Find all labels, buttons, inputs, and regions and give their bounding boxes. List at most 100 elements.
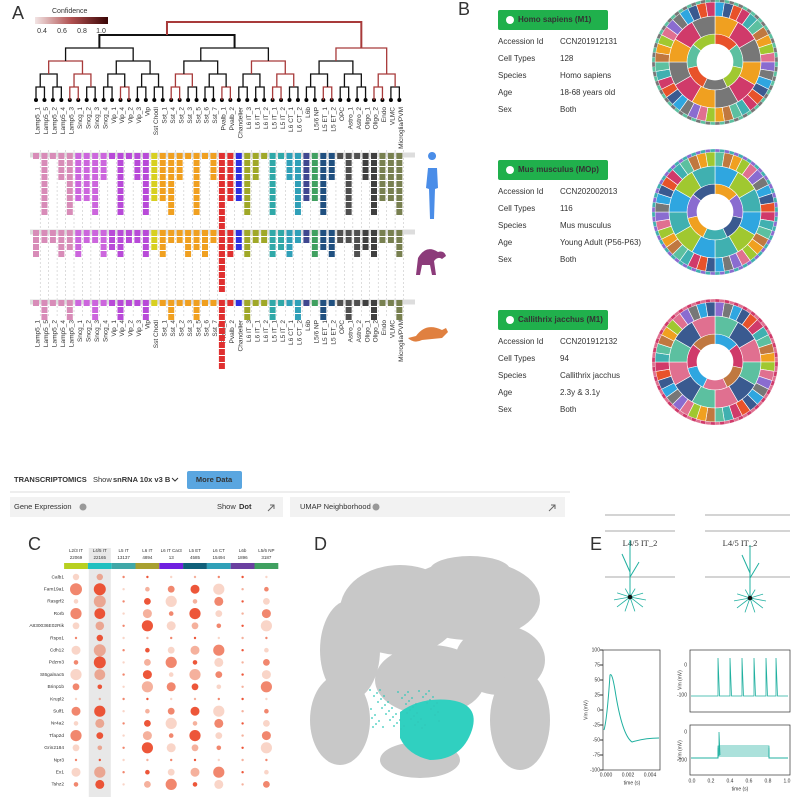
cluster-square — [117, 195, 124, 201]
cluster-square — [261, 300, 268, 306]
cluster-square — [303, 160, 310, 166]
cluster-square — [379, 174, 386, 180]
cluster-square — [396, 188, 403, 194]
dropdown-caret[interactable] — [171, 477, 179, 482]
leaf-label: Lamp5_5 — [43, 107, 50, 134]
umap-cell — [391, 707, 393, 709]
cluster-square — [193, 188, 200, 194]
cluster-square — [117, 202, 124, 208]
cluster-square — [83, 195, 90, 201]
panel-title: UMAP Neighborhood — [300, 502, 371, 511]
expression-dot — [265, 758, 268, 762]
field-value: Callithrix jacchus — [560, 371, 620, 380]
field-label: Age — [498, 238, 513, 247]
expression-dot — [142, 670, 152, 680]
cluster-square — [41, 237, 48, 243]
cluster-square — [218, 202, 225, 208]
species-badge — [498, 310, 608, 330]
cluster-square — [362, 300, 369, 306]
field-label: Accession Id — [498, 187, 543, 196]
cluster-square — [371, 251, 377, 257]
cluster-square — [362, 153, 369, 159]
expression-dot — [74, 758, 78, 762]
cluster-square — [269, 167, 276, 173]
cluster-square — [185, 251, 192, 257]
cluster-square — [227, 195, 234, 201]
leaf-label: L5 IT_1 — [271, 107, 278, 129]
cluster-square — [244, 251, 251, 257]
column-count: 4585 — [190, 555, 201, 560]
field-label: Age — [498, 88, 513, 97]
cluster-square — [66, 160, 73, 166]
more-data-button[interactable] — [187, 471, 242, 489]
umap-cell — [420, 718, 422, 720]
y-tick-label: 0 — [684, 729, 687, 735]
leaf-label: L5 IT_2 — [280, 320, 287, 342]
leaf-label: Lamp5_1 — [35, 320, 42, 347]
cluster-square — [218, 300, 225, 306]
expand-icon[interactable] — [267, 504, 275, 512]
leaf-label: Sst_6 — [204, 320, 211, 337]
cluster-square — [75, 230, 82, 236]
cluster-square — [134, 237, 141, 243]
gene-name: Rorb — [54, 611, 65, 617]
cluster-square — [278, 244, 285, 250]
gene-panel-header — [10, 497, 283, 517]
cluster-square — [261, 153, 268, 159]
cluster-square — [66, 209, 73, 215]
umap-cell — [396, 722, 398, 724]
apical-dendrite — [621, 540, 640, 597]
cluster-square — [41, 300, 48, 306]
cluster-square — [210, 160, 217, 166]
expression-dot — [241, 685, 244, 688]
cluster-square — [41, 230, 48, 236]
cluster-square — [371, 160, 377, 166]
gene-name: Pdzrn3 — [49, 660, 65, 666]
sunburst-segment — [651, 206, 656, 213]
expand-icon[interactable] — [548, 504, 556, 512]
cluster-square — [278, 237, 285, 243]
cluster-square — [125, 230, 132, 236]
leaf-label: Lamp5_1 — [35, 107, 42, 134]
column-color — [206, 563, 231, 569]
expression-dot — [122, 771, 125, 774]
cluster-square — [83, 181, 90, 187]
cluster-square — [83, 174, 90, 180]
cluster-square — [294, 314, 301, 320]
axis-title: Vm (mV) — [583, 700, 589, 720]
leaf-label: Sst_4 — [170, 107, 177, 124]
expression-dot — [122, 649, 125, 652]
expression-dot — [241, 746, 244, 749]
cluster-square — [218, 307, 225, 313]
cluster-square — [311, 181, 318, 187]
leaf-label: Vip_1 — [111, 320, 118, 337]
cluster-square — [100, 153, 107, 159]
leaf-label: L6 IT_2 — [263, 107, 270, 129]
cluster-square — [294, 188, 301, 194]
gene-name: Npr3 — [54, 757, 65, 763]
expression-dot — [241, 575, 244, 579]
cluster-square — [379, 167, 386, 173]
x-tick-label: 0.000 — [600, 772, 613, 778]
expression-dot — [213, 644, 225, 656]
x-tick-label: 0.6 — [746, 778, 753, 784]
expression-dot — [170, 697, 173, 701]
cluster-square — [185, 237, 192, 243]
cluster-square — [33, 300, 39, 306]
cluster-square — [66, 202, 73, 208]
human-icon — [426, 152, 438, 219]
cluster-square — [387, 153, 394, 159]
expression-dot — [170, 636, 173, 640]
panel-label: B — [458, 0, 470, 19]
column-count: 3187 — [261, 555, 272, 560]
umap-cell — [424, 724, 426, 726]
field-label: Sex — [498, 405, 512, 414]
leaf-label: L5 IT_1 — [271, 320, 278, 342]
expression-dot — [165, 778, 177, 791]
expression-dot — [98, 697, 102, 701]
cluster-square — [320, 209, 327, 215]
cluster-square — [83, 167, 90, 173]
expression-dot — [168, 672, 174, 677]
gene-name: St6galnac5 — [40, 672, 64, 678]
